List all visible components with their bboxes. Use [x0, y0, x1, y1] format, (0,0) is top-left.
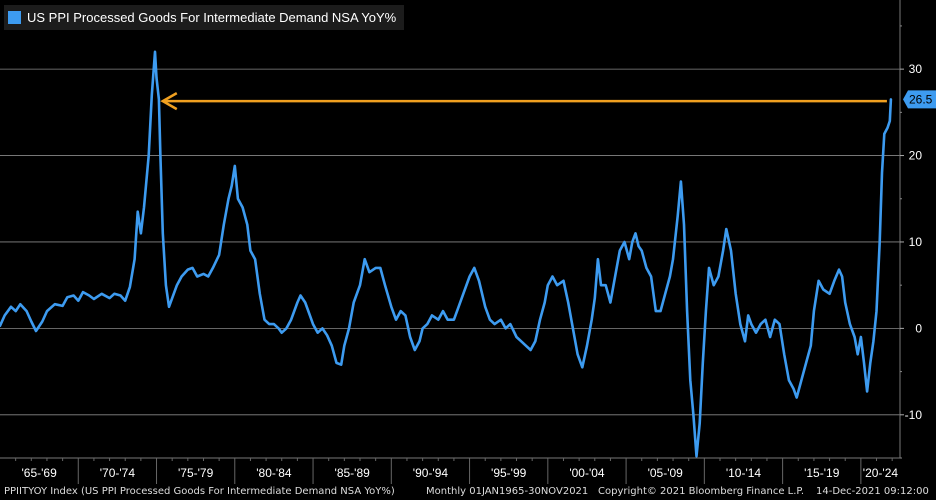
x-tick-label: '70-'74	[100, 466, 136, 480]
footer-range: Monthly 01JAN1965-30NOV2021	[426, 486, 589, 497]
series-line	[0, 50, 893, 458]
last-value-badge	[903, 90, 936, 109]
x-tick-label: '80-'84	[256, 466, 292, 480]
last-value-label: 26.5	[909, 92, 933, 106]
x-tick-label: '15-'19	[804, 466, 840, 480]
x-tick-label: '05-'09	[648, 466, 684, 480]
legend-label: US PPI Processed Goods For Intermediate …	[27, 10, 397, 25]
legend: US PPI Processed Goods For Intermediate …	[4, 5, 405, 30]
x-axis: '65-'69 '70-'74 '75-'79 '80-'84 '85-'89 '90-'…	[0, 457, 900, 484]
x-tick-label: '20-'24	[863, 466, 899, 480]
x-tick-label: '90-'94	[413, 466, 449, 480]
x-tick-label: '00-'04	[569, 466, 605, 480]
x-tick-label: '95-'99	[491, 466, 527, 480]
last-value-marker: 26.5	[903, 90, 936, 109]
x-tick-label: '85-'89	[335, 466, 371, 480]
legend-swatch	[8, 11, 21, 24]
y-axis: 30 20 10 0 -10	[899, 0, 923, 459]
arrowhead	[160, 92, 178, 111]
gridlines	[0, 68, 900, 416]
footer-timestamp: 14-Dec-2021 09:12:00	[816, 486, 929, 497]
y-tick-label: 10	[909, 235, 923, 249]
footer-copyright: Copyright© 2021 Bloomberg Finance L.P.	[598, 486, 805, 497]
x-tick-label: '65-'69	[21, 466, 57, 480]
footer-ticker: PPIITYOY Index (US PPI Processed Goods F…	[4, 486, 395, 497]
x-tick-label: '10-'14	[726, 466, 762, 480]
x-tick-label: '75-'79	[178, 466, 214, 480]
y-tick-label: -10	[905, 408, 923, 422]
footer: PPIITYOY Index (US PPI Processed Goods F…	[0, 484, 936, 500]
annotations	[160, 92, 887, 111]
y-tick-label: 0	[915, 321, 922, 335]
y-tick-label: 20	[909, 149, 923, 163]
y-tick-label: 30	[909, 62, 923, 76]
